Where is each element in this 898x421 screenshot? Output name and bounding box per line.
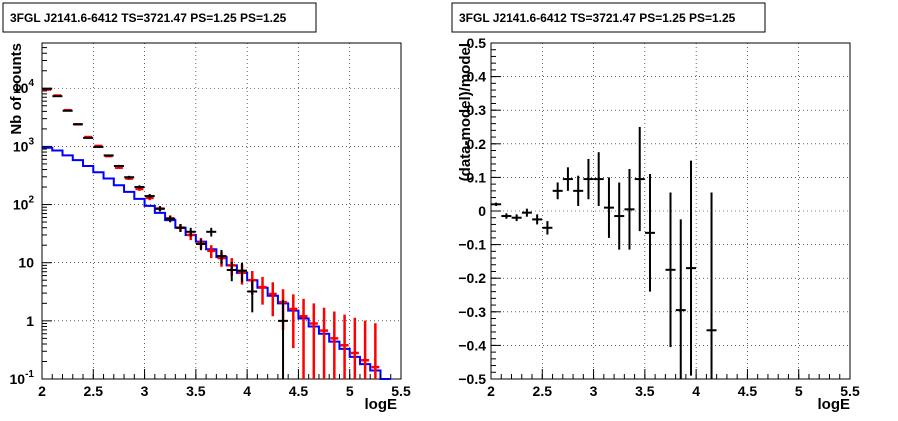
right-y-axis-label: (data-model)/model: [457, 43, 474, 181]
right-y-tick-label: 0.2: [467, 136, 487, 152]
counts-panel: 3FGL J2141.6-6412 TS=3721.47 PS=1.25 PS=…: [2, 2, 411, 413]
residuals-panel: 3FGL J2141.6-6412 TS=3721.47 PS=1.25 PS=…: [451, 2, 860, 413]
left-x-tick-label: 3.5: [186, 383, 206, 399]
left-y-tick-label: 10: [18, 255, 34, 271]
left-x-tick-label: 2.5: [84, 383, 104, 399]
right-y-tick-label: −0.5: [458, 371, 486, 387]
right-x-tick-label: 3: [590, 383, 598, 399]
right-y-tick-label: −0.3: [458, 304, 486, 320]
left-x-tick-label: 4: [243, 383, 251, 399]
right-x-tick-label: 5.5: [840, 383, 860, 399]
right-grid: [491, 43, 850, 379]
left-grid: [42, 43, 401, 379]
right-y-tick-label: −0.4: [458, 337, 486, 353]
left-x-tick-label: 4.5: [289, 383, 309, 399]
left-x-tick-label: 3: [141, 383, 149, 399]
right-title-box: [451, 2, 766, 33]
left-title: 3FGL J2141.6-6412 TS=3721.47 PS=1.25 PS=…: [10, 11, 287, 25]
right-title: 3FGL J2141.6-6412 TS=3721.47 PS=1.25 PS=…: [459, 11, 736, 25]
right-x-axis-label: logE: [818, 396, 851, 413]
data-points: [42, 87, 289, 379]
right-x-tick-label: 4.5: [738, 383, 758, 399]
left-x-tick-label: 5: [346, 383, 354, 399]
right-y-tick-label: 0.5: [467, 35, 487, 51]
right-y-tick-label: 0.3: [467, 102, 487, 118]
left-y-axis-label: Nb of counts: [8, 43, 25, 135]
model-histogram: [42, 146, 391, 380]
residual-points: [491, 127, 717, 379]
right-x-tick-label: 2.5: [533, 383, 553, 399]
left-y-tick-label: 10-1: [10, 369, 35, 387]
left-title-box: [2, 2, 317, 33]
right-x-tick-label: 2: [487, 383, 495, 399]
left-x-axis-label: logE: [365, 396, 398, 413]
left-x-tick-label: 2: [38, 383, 46, 399]
left-plot-frame: [41, 42, 402, 380]
right-y-tick-label: −0.1: [458, 237, 486, 253]
right-x-tick-label: 4: [692, 383, 700, 399]
left-x-tick-label: 5.5: [391, 383, 411, 399]
right-y-tick-label: 0: [478, 203, 486, 219]
right-axis-ticks: 2 2.5 3 3.5 4 4.5 5 5.5 −0.5 −0.4 −0.3 −0.2 −0.1 0 0.1…: [458, 35, 860, 399]
right-y-tick-label: −0.2: [458, 270, 486, 286]
right-x-tick-label: 5: [795, 383, 803, 399]
right-y-tick-label: 0.4: [467, 69, 487, 85]
model-step-line: [42, 146, 391, 380]
right-y-tick-label: 0.1: [467, 169, 487, 185]
left-y-tick-label: 1: [26, 313, 34, 329]
right-x-tick-label: 3.5: [635, 383, 655, 399]
left-y-tick-label: 102: [13, 195, 35, 213]
left-y-tick-label: 103: [13, 136, 35, 154]
